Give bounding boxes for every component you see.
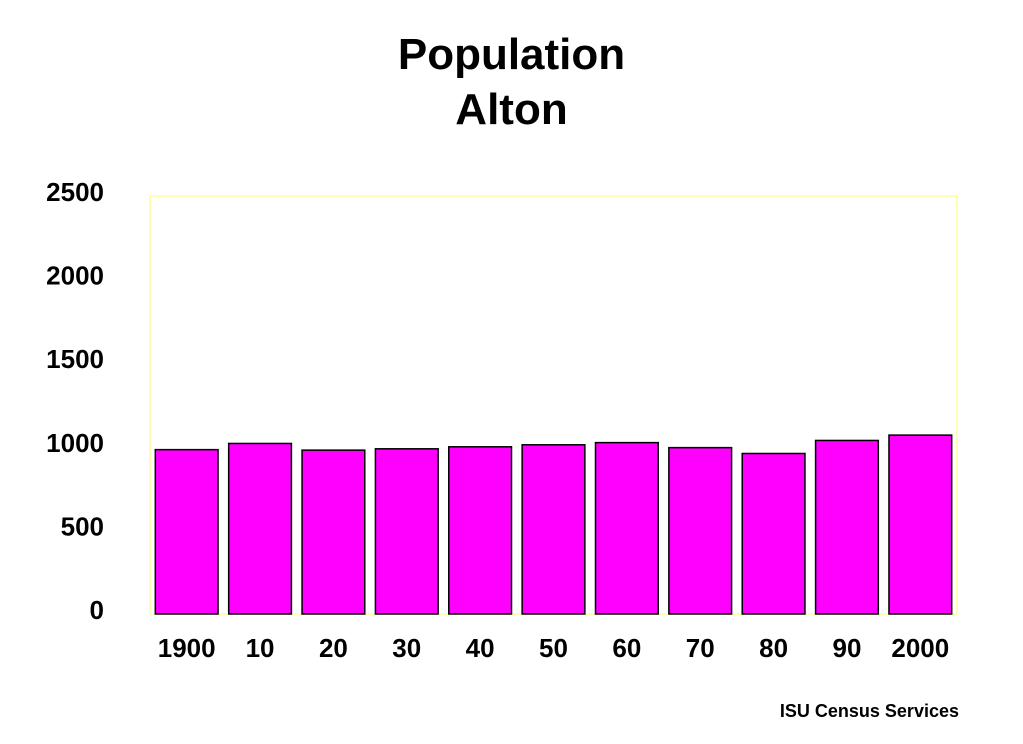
x-tick-label: 50 [539, 633, 568, 663]
bar-40 [448, 446, 513, 615]
x-tick-label: 40 [466, 633, 495, 663]
x-tick-label: 90 [832, 633, 861, 663]
y-tick-label: 500 [61, 511, 104, 541]
x-tick-label: 70 [686, 633, 715, 663]
x-tick-label: 20 [319, 633, 348, 663]
bar-20 [301, 449, 366, 615]
chart-title-line-2: Alton [455, 85, 568, 134]
x-tick-label: 2000 [891, 633, 949, 663]
bar-2000 [888, 434, 953, 615]
bar-60 [594, 441, 659, 615]
bar-1900 [154, 448, 219, 615]
bar-30 [374, 448, 439, 615]
bar-90 [814, 439, 880, 615]
bar-70 [668, 446, 733, 615]
y-tick-label: 0 [90, 595, 104, 625]
x-tick-label: 80 [759, 633, 788, 663]
bar-50 [521, 444, 586, 615]
bar-10 [227, 442, 293, 615]
x-tick-label: 60 [612, 633, 641, 663]
y-tick-label: 1000 [46, 428, 104, 458]
y-tick-label: 1500 [46, 344, 104, 374]
y-tick-label: 2000 [46, 261, 104, 291]
x-tick-label: 30 [392, 633, 421, 663]
chart-title-line-1: Population [397, 30, 626, 79]
bar-group [154, 434, 953, 615]
source-credit: ISU Census Services [779, 701, 959, 721]
y-axis-ticks: 0 500 1000 1500 2000 2500 [46, 177, 104, 625]
x-tick-label: 1900 [158, 633, 216, 663]
x-axis-ticks: 1900 10 20 30 40 50 60 70 80 90 2000 [158, 633, 949, 663]
y-tick-label: 2500 [46, 177, 104, 207]
x-tick-label: 10 [246, 633, 275, 663]
bar-80 [741, 452, 806, 615]
